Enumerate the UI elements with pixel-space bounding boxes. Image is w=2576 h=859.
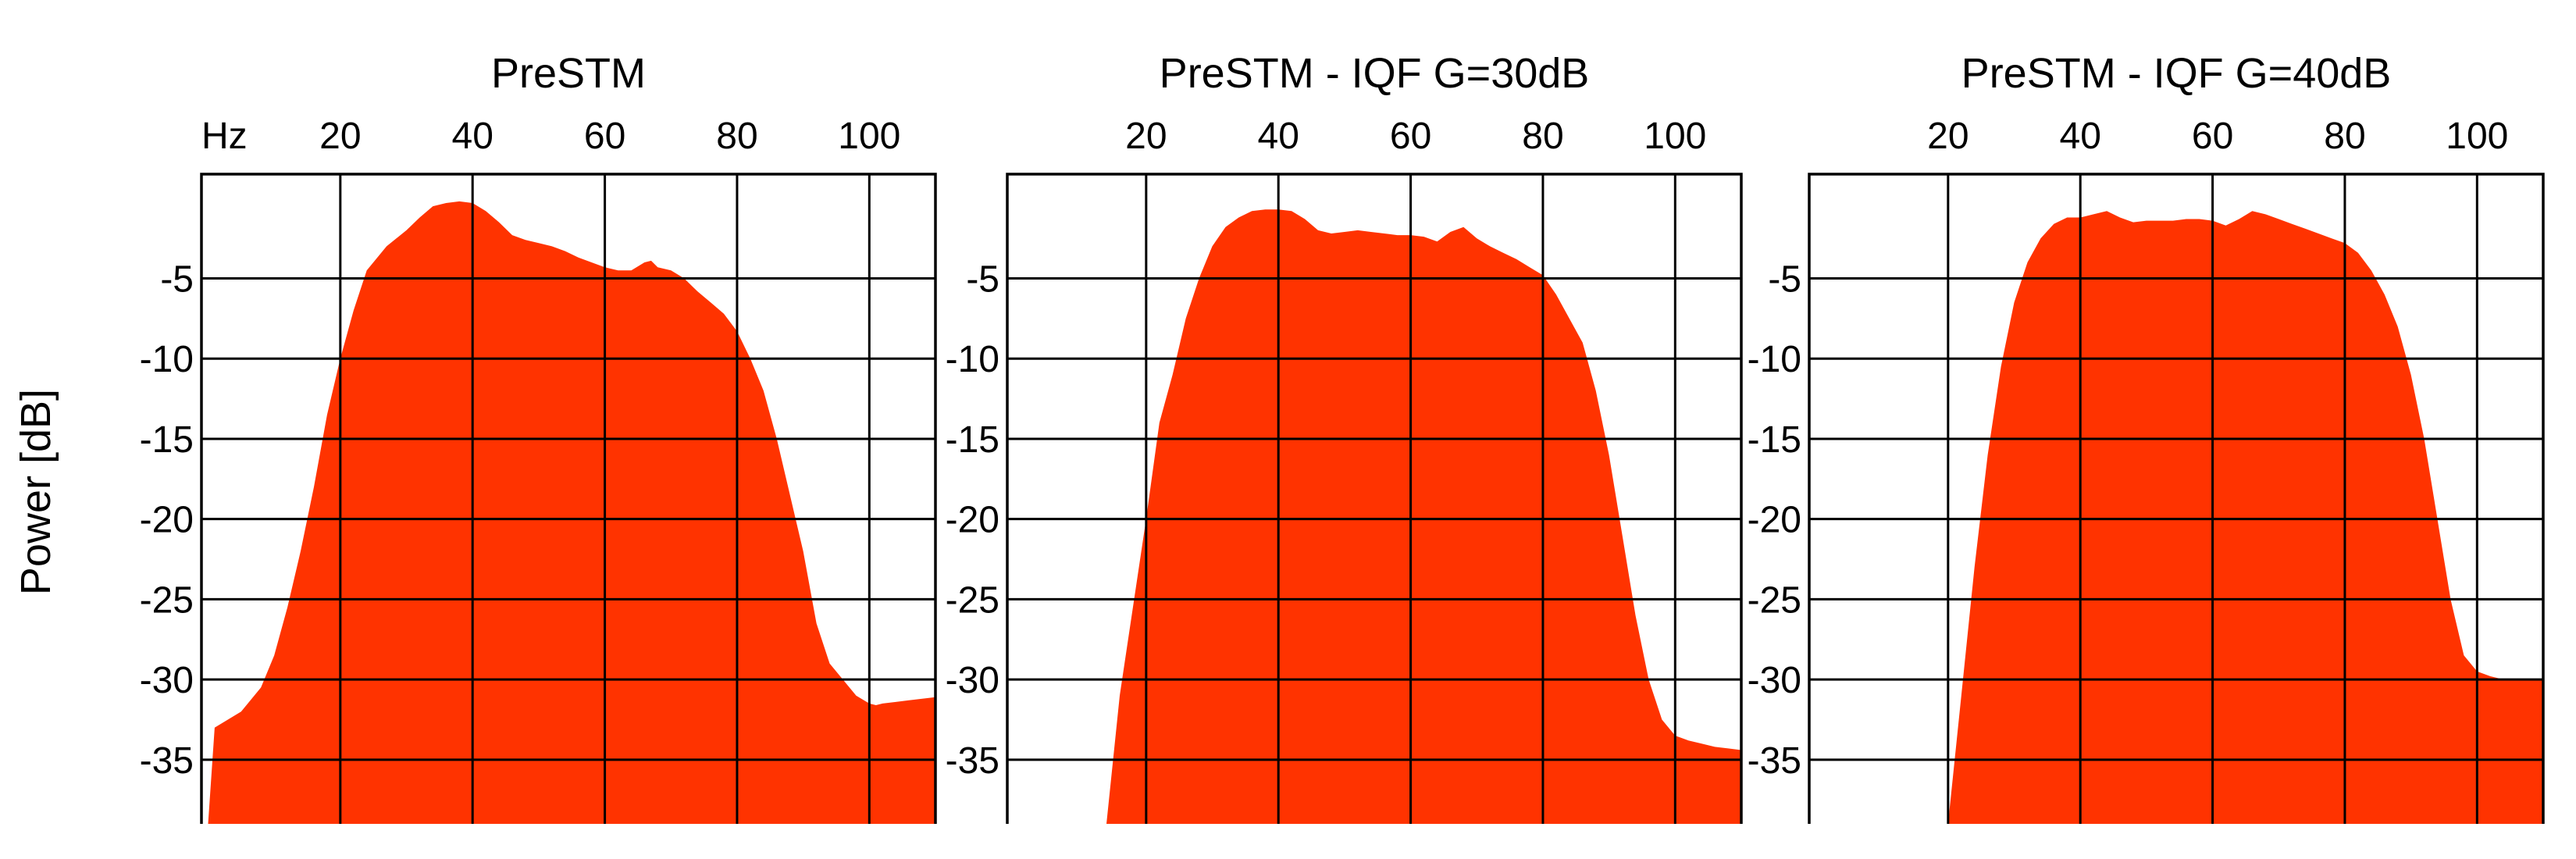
x-tick-label: 100 xyxy=(2446,116,2508,157)
spectrum-area xyxy=(1947,211,2543,824)
y-tick-label: -25 xyxy=(140,579,194,621)
plot-frame xyxy=(1808,173,2545,824)
spectrum-area xyxy=(1106,209,1741,824)
x-tick-label: 60 xyxy=(2192,116,2233,157)
y-tick-label: -30 xyxy=(946,660,999,701)
y-tick-label: -5 xyxy=(1768,259,1801,301)
x-tick-label: 40 xyxy=(2060,116,2101,157)
y-tick-label: -5 xyxy=(160,259,194,301)
x-tick-label: 60 xyxy=(1390,116,1431,157)
x-tick-label: 20 xyxy=(1927,116,1969,157)
spectrum-area xyxy=(208,201,935,824)
x-tick-label: 60 xyxy=(584,116,625,157)
y-tick-label: -15 xyxy=(946,419,999,461)
x-tick-label: 100 xyxy=(1644,116,1706,157)
x-unit-label: Hz xyxy=(201,116,248,157)
y-tick-label: -10 xyxy=(140,339,194,380)
chart-title: PreSTM - IQF G=40dB xyxy=(1961,50,2392,97)
y-tick-label: -30 xyxy=(140,660,194,701)
panel-prestm-iqf-g30: PreSTM - IQF G=30dB 20 40 60 80 100 -5 -10 -15 -2… xyxy=(946,50,1743,824)
x-tick-label: 40 xyxy=(1258,116,1299,157)
chart-title: PreSTM xyxy=(491,50,646,97)
x-tick-label: 20 xyxy=(319,116,361,157)
y-tick-label: -10 xyxy=(946,339,999,380)
x-tick-label: 100 xyxy=(838,116,900,157)
x-tick-label: 80 xyxy=(2324,116,2365,157)
plot-frame xyxy=(200,173,937,824)
x-tick-label: 80 xyxy=(1522,116,1563,157)
y-tick-label: -35 xyxy=(946,740,999,782)
y-tick-label: -25 xyxy=(1748,579,1801,621)
y-tick-label: -25 xyxy=(946,579,999,621)
y-axis-label: Power [dB] xyxy=(12,389,59,595)
y-tick-label: -15 xyxy=(1748,419,1801,461)
y-tick-label: -10 xyxy=(1748,339,1801,380)
x-tick-label: 20 xyxy=(1125,116,1167,157)
chart-title: PreSTM - IQF G=30dB xyxy=(1160,50,1590,97)
y-tick-label: -20 xyxy=(140,500,194,541)
x-tick-label: 80 xyxy=(716,116,757,157)
y-tick-label: -5 xyxy=(966,259,999,301)
plot-frame xyxy=(1006,173,1743,824)
panel-prestm: PreSTM 20 40 60 80 100 Hz -5 -10 -15 -20 -25 -30 -35 xyxy=(140,50,937,824)
y-tick-label: -35 xyxy=(1748,740,1801,782)
y-tick-label: -20 xyxy=(946,500,999,541)
y-tick-label: -30 xyxy=(1748,660,1801,701)
x-tick-label: 40 xyxy=(452,116,493,157)
y-tick-label: -15 xyxy=(140,419,194,461)
panel-prestm-iqf-g40: PreSTM - IQF G=40dB 20 40 60 80 100 -5 -10 -15 -2… xyxy=(1748,50,2545,824)
y-tick-label: -35 xyxy=(140,740,194,782)
y-tick-label: -20 xyxy=(1748,500,1801,541)
